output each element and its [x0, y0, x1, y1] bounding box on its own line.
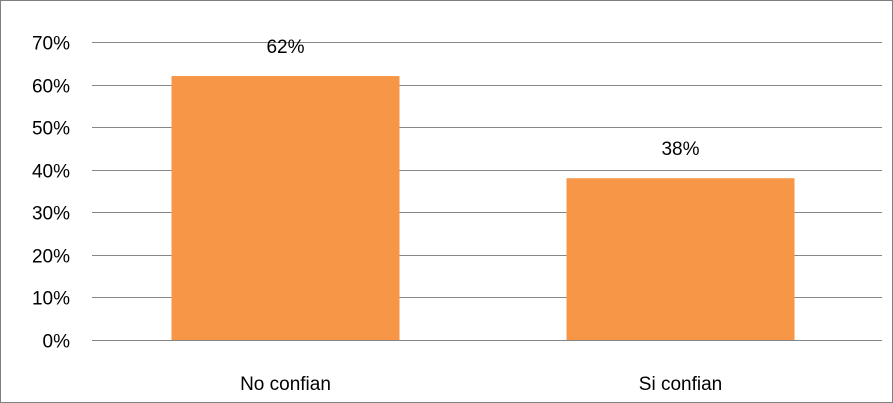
bar: [171, 76, 400, 341]
y-axis-tick-labels: 0% 10% 20% 30% 40% 50% 60% 70%: [32, 34, 70, 353]
data-label: 38%: [661, 139, 699, 160]
bar: [566, 178, 795, 340]
bars: [171, 76, 795, 341]
y-tick-label: 60%: [32, 77, 70, 98]
x-category-label: No confian: [240, 374, 331, 395]
y-tick-label: 20%: [32, 247, 70, 268]
y-tick-label: 10%: [32, 289, 70, 310]
data-label: 62%: [266, 37, 304, 58]
y-tick-label: 50%: [32, 119, 70, 140]
y-tick-label: 40%: [32, 162, 70, 183]
y-tick-label: 70%: [32, 34, 70, 55]
x-category-label: Si confian: [639, 374, 722, 395]
y-tick-label: 30%: [32, 204, 70, 225]
x-axis-category-labels: No confian Si confian: [240, 374, 722, 395]
data-labels: 62% 38%: [266, 37, 699, 160]
y-tick-label: 0%: [43, 332, 71, 353]
